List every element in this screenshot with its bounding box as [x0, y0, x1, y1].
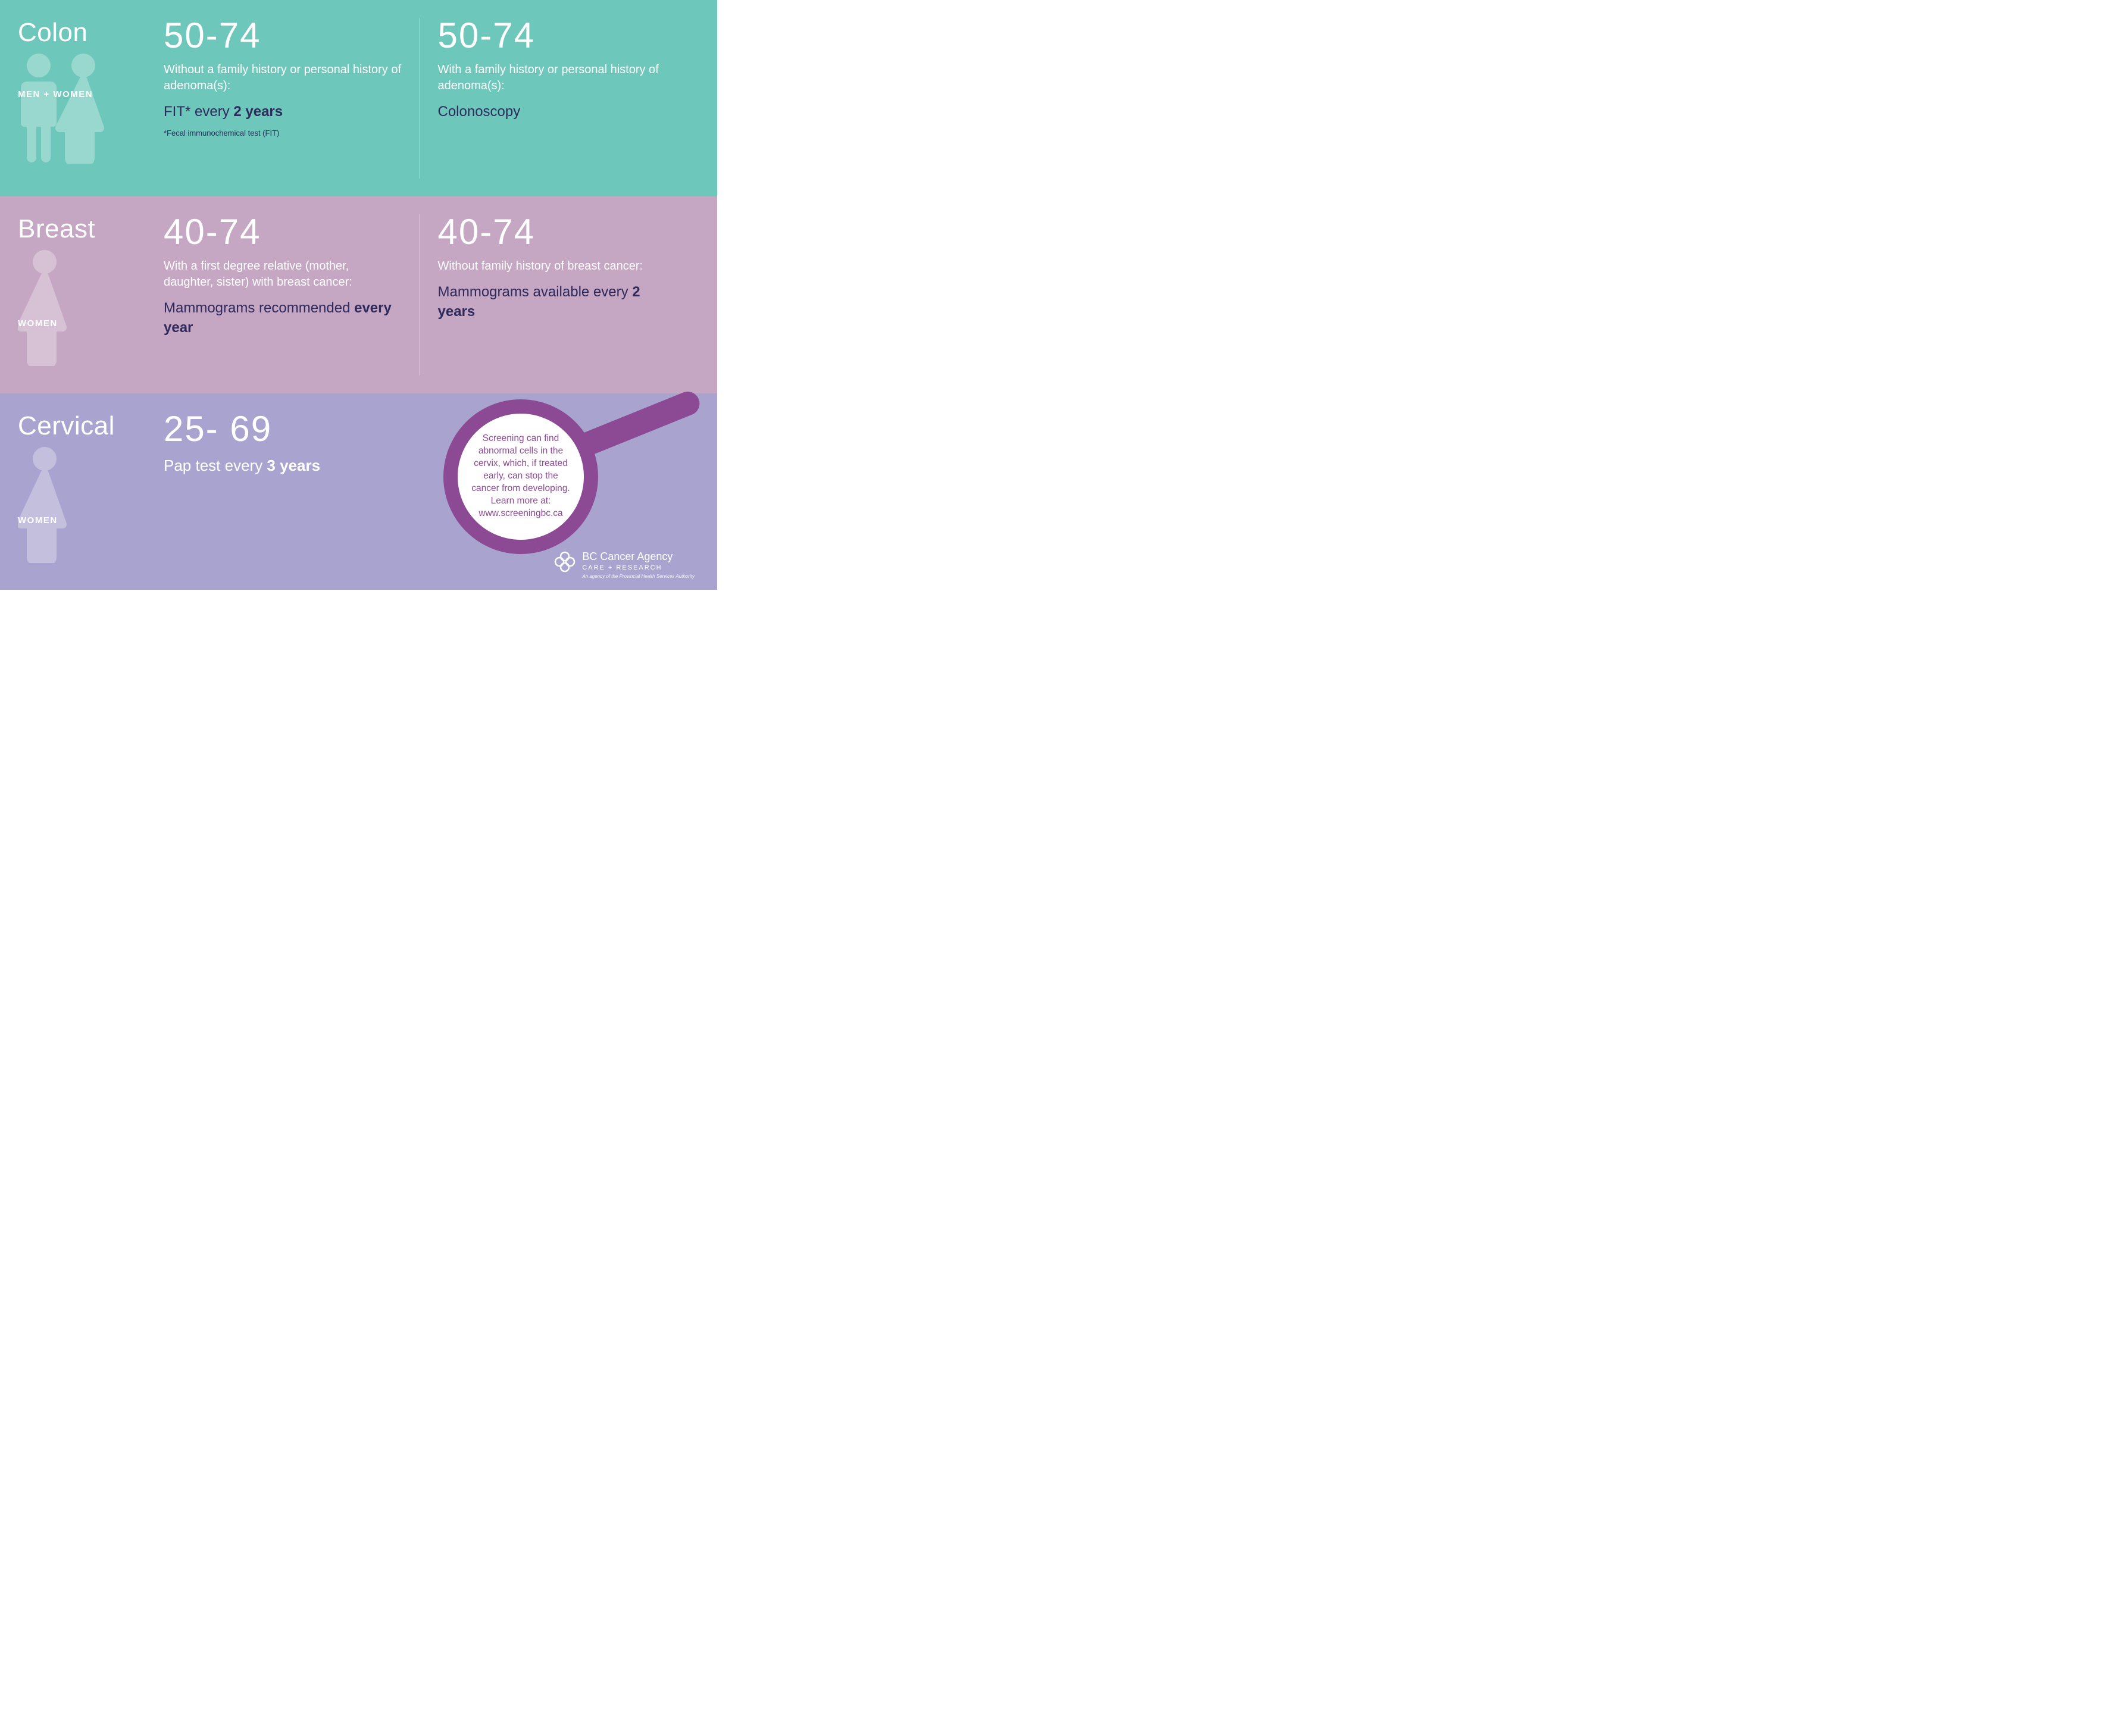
- colon-col-1: 50-74 Without a family history or person…: [146, 18, 420, 179]
- breast-col-2: 40-74 Without family history of breast c…: [420, 214, 694, 375]
- colon-col2-recommendation: Colonoscopy: [438, 102, 676, 121]
- rec-text: Mammograms available every: [438, 284, 633, 300]
- rec-text: Pap test every: [164, 456, 267, 474]
- colon-col-2: 50-74 With a family history or personal …: [420, 18, 694, 179]
- colon-col1-age: 50-74: [164, 18, 402, 54]
- breast-audience: WOMEN: [18, 318, 58, 329]
- breast-col1-recommendation: Mammograms recommended every year: [164, 299, 402, 337]
- section-breast: Breast WOMEN 40-74 With a first degree r…: [0, 196, 717, 393]
- cervical-columns: 25- 69 Pap test every 3 years Screening …: [146, 411, 693, 572]
- cervical-col1-age: 25- 69: [164, 411, 402, 447]
- man-woman-icon: [18, 51, 107, 167]
- section-cervical: Cervical WOMEN 25- 69 Pap test every 3 y…: [0, 393, 717, 590]
- colon-title: Colon: [18, 18, 146, 48]
- colon-columns: 50-74 Without a family history or person…: [146, 18, 693, 179]
- breast-col-1: 40-74 With a first degree relative (moth…: [146, 214, 420, 375]
- screening-infographic: Colon MEN + WOMEN 50-74 Witho: [0, 0, 717, 590]
- cervical-col-2: Screening can find abnormal cells in the…: [420, 411, 693, 572]
- section-colon: Colon MEN + WOMEN 50-74 Witho: [0, 0, 717, 196]
- logo-plus: +: [605, 564, 617, 571]
- breast-col1-age: 40-74: [164, 214, 402, 250]
- callout-text: Screening can find abnormal cells in the…: [468, 433, 573, 520]
- cervical-title: Cervical: [18, 411, 146, 441]
- logo-line2: CARE + RESEARCH: [582, 564, 695, 571]
- woman-icon: [18, 444, 71, 566]
- colon-col2-age: 50-74: [438, 18, 676, 54]
- logo-research: RESEARCH: [616, 564, 662, 571]
- section-cervical-header: Cervical WOMEN: [18, 411, 146, 572]
- breast-title: Breast: [18, 214, 146, 244]
- bc-cancer-agency-logo: BC Cancer Agency CARE + RESEARCH An agen…: [553, 550, 695, 579]
- colon-col2-condition: With a family history or personal histor…: [438, 62, 676, 94]
- logo-line1: BC Cancer Agency: [582, 550, 695, 563]
- magnifier-lens-icon: Screening can find abnormal cells in the…: [443, 399, 598, 554]
- breast-col2-condition: Without family history of breast cancer:: [438, 258, 676, 274]
- woman-icon: [18, 247, 71, 369]
- cervical-col-1: 25- 69 Pap test every 3 years: [146, 411, 420, 572]
- rec-text: Colonoscopy: [438, 104, 521, 120]
- logo-line3: An agency of the Provincial Health Servi…: [582, 574, 695, 579]
- rec-bold: 2 years: [233, 104, 283, 120]
- breast-col1-condition: With a first degree relative (mother, da…: [164, 258, 402, 290]
- colon-audience: MEN + WOMEN: [18, 89, 93, 99]
- colon-col1-condition: Without a family history or personal his…: [164, 62, 402, 94]
- logo-care: CARE: [582, 564, 605, 571]
- section-colon-header: Colon MEN + WOMEN: [18, 18, 146, 179]
- colon-col1-recommendation: FIT* every 2 years: [164, 102, 402, 121]
- cervical-audience: WOMEN: [18, 515, 58, 526]
- rec-bold: 3 years: [267, 456, 320, 474]
- logo-text: BC Cancer Agency CARE + RESEARCH An agen…: [582, 550, 695, 579]
- rec-text: FIT* every: [164, 104, 233, 120]
- section-breast-header: Breast WOMEN: [18, 214, 146, 375]
- breast-col2-recommendation: Mammograms available every 2 years: [438, 283, 676, 321]
- flower-logo-icon: [553, 550, 576, 576]
- breast-col2-age: 40-74: [438, 214, 676, 250]
- breast-columns: 40-74 With a first degree relative (moth…: [146, 214, 693, 375]
- colon-footnote: *Fecal immunochemical test (FIT): [164, 129, 402, 137]
- cervical-col1-recommendation: Pap test every 3 years: [164, 455, 402, 476]
- rec-text: Mammograms recommended: [164, 300, 354, 316]
